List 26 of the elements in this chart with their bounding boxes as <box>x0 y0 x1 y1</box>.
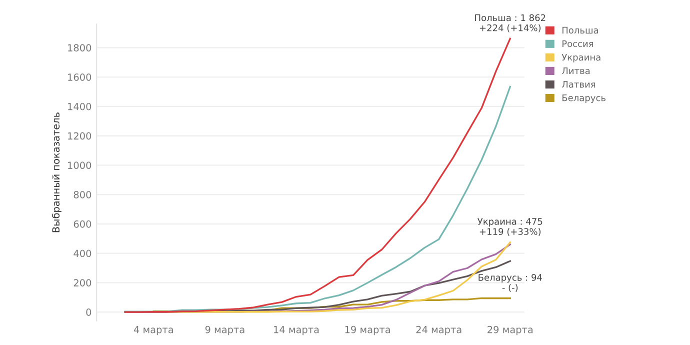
legend-label: Польша <box>562 26 598 34</box>
legend-label: Беларусь <box>562 94 606 103</box>
y-tick-label: 0 <box>86 308 92 316</box>
y-tick-label: 1800 <box>68 44 92 52</box>
y-tick-label: 1200 <box>68 132 92 140</box>
y-tick-label: 1600 <box>68 74 92 81</box>
x-tick-label: 19 марта <box>345 326 390 336</box>
y-tick-label: 800 <box>74 191 92 198</box>
y-tick-label: 200 <box>74 279 92 286</box>
legend-label: Россия <box>562 40 594 48</box>
y-tick-label: 400 <box>74 250 92 258</box>
y-tick-label: 1400 <box>68 102 92 110</box>
y-tick-label: 1000 <box>68 162 92 169</box>
x-tick-label: 4 марта <box>134 326 173 336</box>
annotation: Польша : 1 862 +224 (+14%) <box>475 14 546 32</box>
x-tick-label: 24 марта <box>416 326 462 336</box>
y-axis-title: Выбранный показатель <box>52 112 62 232</box>
legend-label: Украина <box>562 54 600 62</box>
annotation: Беларусь : 94 - (-) <box>478 274 542 292</box>
x-tick-label: 9 марта <box>205 326 244 336</box>
y-tick-label: 600 <box>74 220 92 228</box>
annotation: Украина : 475 +119 (+33%) <box>478 218 542 236</box>
legend-label: Латвия <box>562 80 596 88</box>
x-tick-label: 29 марта <box>488 326 533 336</box>
x-tick-label: 14 марта <box>274 326 319 336</box>
legend-label: Литва <box>562 67 590 74</box>
